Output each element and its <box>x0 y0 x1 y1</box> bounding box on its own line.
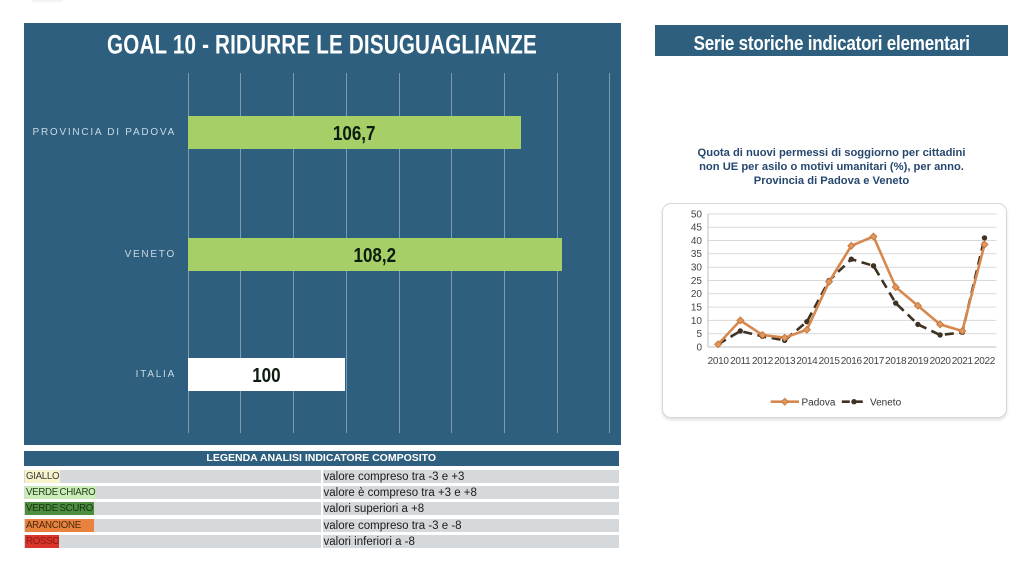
svg-text:2019: 2019 <box>907 356 929 367</box>
svg-text:2010: 2010 <box>707 356 729 367</box>
svg-text:2018: 2018 <box>885 356 907 367</box>
svg-text:2021: 2021 <box>951 356 973 367</box>
svg-text:20: 20 <box>690 289 702 300</box>
svg-text:45: 45 <box>690 223 702 234</box>
svg-text:2012: 2012 <box>751 356 773 367</box>
svg-text:0: 0 <box>696 343 702 354</box>
svg-text:2022: 2022 <box>973 356 995 367</box>
svg-text:10: 10 <box>690 316 702 327</box>
svg-text:2016: 2016 <box>840 356 862 367</box>
svg-text:2013: 2013 <box>774 356 796 367</box>
svg-text:40: 40 <box>690 236 702 247</box>
svg-text:2014: 2014 <box>796 356 818 367</box>
svg-text:30: 30 <box>690 263 702 274</box>
svg-text:2011: 2011 <box>730 356 751 367</box>
svg-text:Veneto: Veneto <box>870 398 902 409</box>
svg-text:2020: 2020 <box>929 356 951 367</box>
svg-text:35: 35 <box>690 249 702 260</box>
svg-text:15: 15 <box>690 303 702 314</box>
svg-text:25: 25 <box>690 276 702 287</box>
svg-text:2015: 2015 <box>818 356 840 367</box>
svg-text:Padova: Padova <box>801 398 835 409</box>
svg-text:5: 5 <box>696 329 702 340</box>
svg-text:2017: 2017 <box>862 356 884 367</box>
svg-text:50: 50 <box>690 210 702 221</box>
